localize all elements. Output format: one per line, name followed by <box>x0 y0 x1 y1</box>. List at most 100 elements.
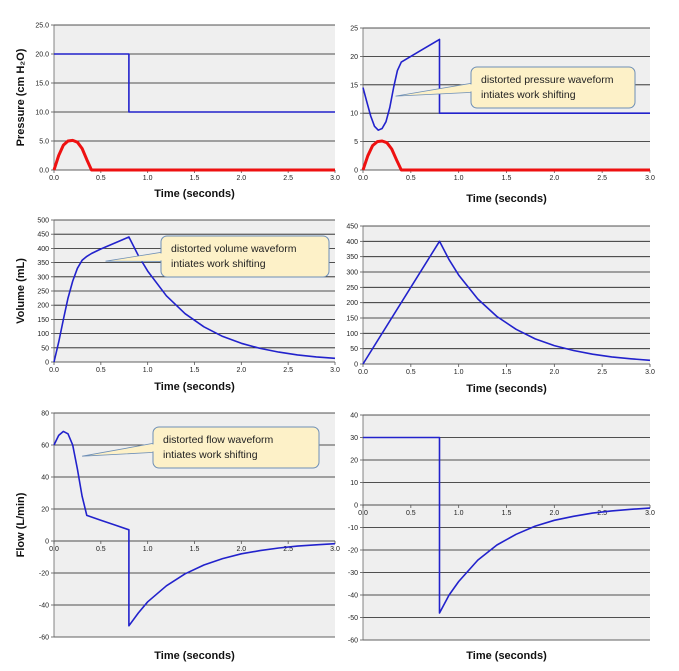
x-tick-label: 0.0 <box>49 546 59 553</box>
y-tick-label: -40 <box>39 603 49 610</box>
y-tick-label: 450 <box>346 224 358 231</box>
y-tick-label: 0 <box>45 539 49 546</box>
x-tick-label: 0.0 <box>358 510 368 517</box>
x-tick-label: 2.0 <box>236 175 246 182</box>
y-tick-label: 10 <box>350 111 358 118</box>
y-axis-label: Volume (mL) <box>15 258 27 324</box>
x-tick-label: 2.5 <box>597 175 607 182</box>
callout-text: distorted pressure waveform <box>481 74 614 86</box>
x-tick-label: 3.0 <box>330 546 340 553</box>
x-tick-label: 0.0 <box>358 175 368 182</box>
y-tick-label: 150 <box>346 316 358 323</box>
y-tick-label: 100 <box>346 331 358 338</box>
x-tick-label: 1.5 <box>190 546 200 553</box>
x-tick-label: 0.0 <box>49 175 59 182</box>
x-tick-label: 0.5 <box>406 175 416 182</box>
y-tick-label: 20 <box>350 458 358 465</box>
series-line-0 <box>362 38 650 131</box>
x-axis-label: Time (seconds) <box>154 188 235 200</box>
plot-area <box>363 226 650 364</box>
x-tick-label: 3.0 <box>645 510 655 517</box>
x-axis-label: Time (seconds) <box>466 383 547 395</box>
x-tick-label: 0.5 <box>96 175 106 182</box>
series-line-0 <box>362 240 651 365</box>
y-axis-label: Pressure (cm H₂O) <box>15 48 27 146</box>
chart-v1: 0 50 100 150 200 250 300 350 400 450 500 0.0 0.5 1.0 1… <box>15 218 340 394</box>
y-tick-label: 350 <box>37 260 49 267</box>
y-tick-label: 20.0 <box>35 52 49 59</box>
chart-v2: 0 50 100 150 200 250 300 350 400 450 0.0 0.5 1.0 1.5 2… <box>346 224 655 396</box>
x-tick-label: 1.5 <box>502 175 512 182</box>
y-tick-label: 5 <box>354 139 358 146</box>
y-tick-label: 100 <box>37 331 49 338</box>
callout-text: intiates work shifting <box>163 449 258 461</box>
x-tick-label: 2.5 <box>597 369 607 376</box>
x-tick-label: 3.0 <box>330 367 340 374</box>
x-tick-label: 1.5 <box>190 175 200 182</box>
y-tick-label: 0 <box>354 168 358 175</box>
series-line-0 <box>363 436 651 614</box>
x-axis-label: Time (seconds) <box>154 650 235 662</box>
y-tick-label: 250 <box>346 285 358 292</box>
y-tick-label: 10 <box>350 480 358 487</box>
y-tick-label: 25.0 <box>35 23 49 30</box>
series-line-0 <box>54 53 335 113</box>
series-line-1 <box>52 138 335 172</box>
x-axis-label: Time (seconds) <box>466 193 547 205</box>
series-line-1 <box>361 139 650 172</box>
y-tick-label: 80 <box>41 411 49 418</box>
x-tick-label: 1.0 <box>143 175 153 182</box>
x-axis-label: Time (seconds) <box>154 381 235 393</box>
chart-p2: 0 5 10 15 20 25 0.0 0.5 1.0 1.5 2.0 2.5 3.0 Time (sec… <box>350 26 655 206</box>
x-tick-label: 2.5 <box>283 175 293 182</box>
chart-f2: -60 -50 -40 -30 -20 -10 0 10 20 30 40 0.0 0.5 1.0 1.5 2… <box>348 413 655 663</box>
y-tick-label: 350 <box>346 254 358 261</box>
y-tick-label: 20 <box>350 54 358 61</box>
y-tick-label: 200 <box>37 303 49 310</box>
y-tick-label: -30 <box>348 570 358 577</box>
chart-p1: 0.0 5.0 10.0 15.0 20.0 25.0 0.0 0.5 1.0 1.5 2.0 2.5… <box>15 23 340 201</box>
x-tick-label: 2.0 <box>549 175 559 182</box>
y-tick-label: 150 <box>37 317 49 324</box>
x-tick-label: 1.0 <box>454 510 464 517</box>
y-tick-label: -20 <box>39 571 49 578</box>
x-tick-label: 3.0 <box>645 369 655 376</box>
series-line-0 <box>53 430 336 627</box>
y-tick-label: 60 <box>41 443 49 450</box>
callout-text: intiates work shifting <box>171 258 266 270</box>
y-tick-label: -60 <box>348 638 358 645</box>
x-tick-label: 3.0 <box>330 175 340 182</box>
y-tick-label: 300 <box>346 270 358 277</box>
x-tick-label: 1.0 <box>454 369 464 376</box>
callout-text: distorted flow waveform <box>163 434 274 446</box>
y-tick-label: 15 <box>350 82 358 89</box>
callout-text: intiates work shifting <box>481 89 576 101</box>
y-tick-label: 50 <box>41 345 49 352</box>
x-tick-label: 1.5 <box>190 367 200 374</box>
y-tick-label: 50 <box>350 346 358 353</box>
x-tick-label: 2.5 <box>597 510 607 517</box>
y-tick-label: 25 <box>350 26 358 33</box>
y-tick-label: -10 <box>348 525 358 532</box>
x-tick-label: 3.0 <box>645 175 655 182</box>
y-tick-label: 450 <box>37 232 49 239</box>
x-tick-label: 0.5 <box>406 369 416 376</box>
y-tick-label: -50 <box>348 615 358 622</box>
y-tick-label: 40 <box>41 475 49 482</box>
x-tick-label: 2.5 <box>283 367 293 374</box>
y-tick-label: 15.0 <box>35 81 49 88</box>
chart-f1: -60 -40 -20 0 20 40 60 80 0.0 0.5 1.0 1.5 2.0 2.5 3.0 T… <box>15 411 340 663</box>
y-tick-label: 0.0 <box>39 168 49 175</box>
y-tick-label: 250 <box>37 289 49 296</box>
y-tick-label: 20 <box>41 507 49 514</box>
y-tick-label: 500 <box>37 218 49 225</box>
x-tick-label: 1.0 <box>454 175 464 182</box>
x-tick-label: 0.0 <box>49 367 59 374</box>
series-line-0 <box>53 236 336 363</box>
callout-text: distorted volume waveform <box>171 243 297 255</box>
x-tick-label: 2.0 <box>549 369 559 376</box>
y-tick-label: -40 <box>348 593 358 600</box>
x-tick-label: 0.5 <box>406 510 416 517</box>
x-tick-label: 1.0 <box>143 546 153 553</box>
